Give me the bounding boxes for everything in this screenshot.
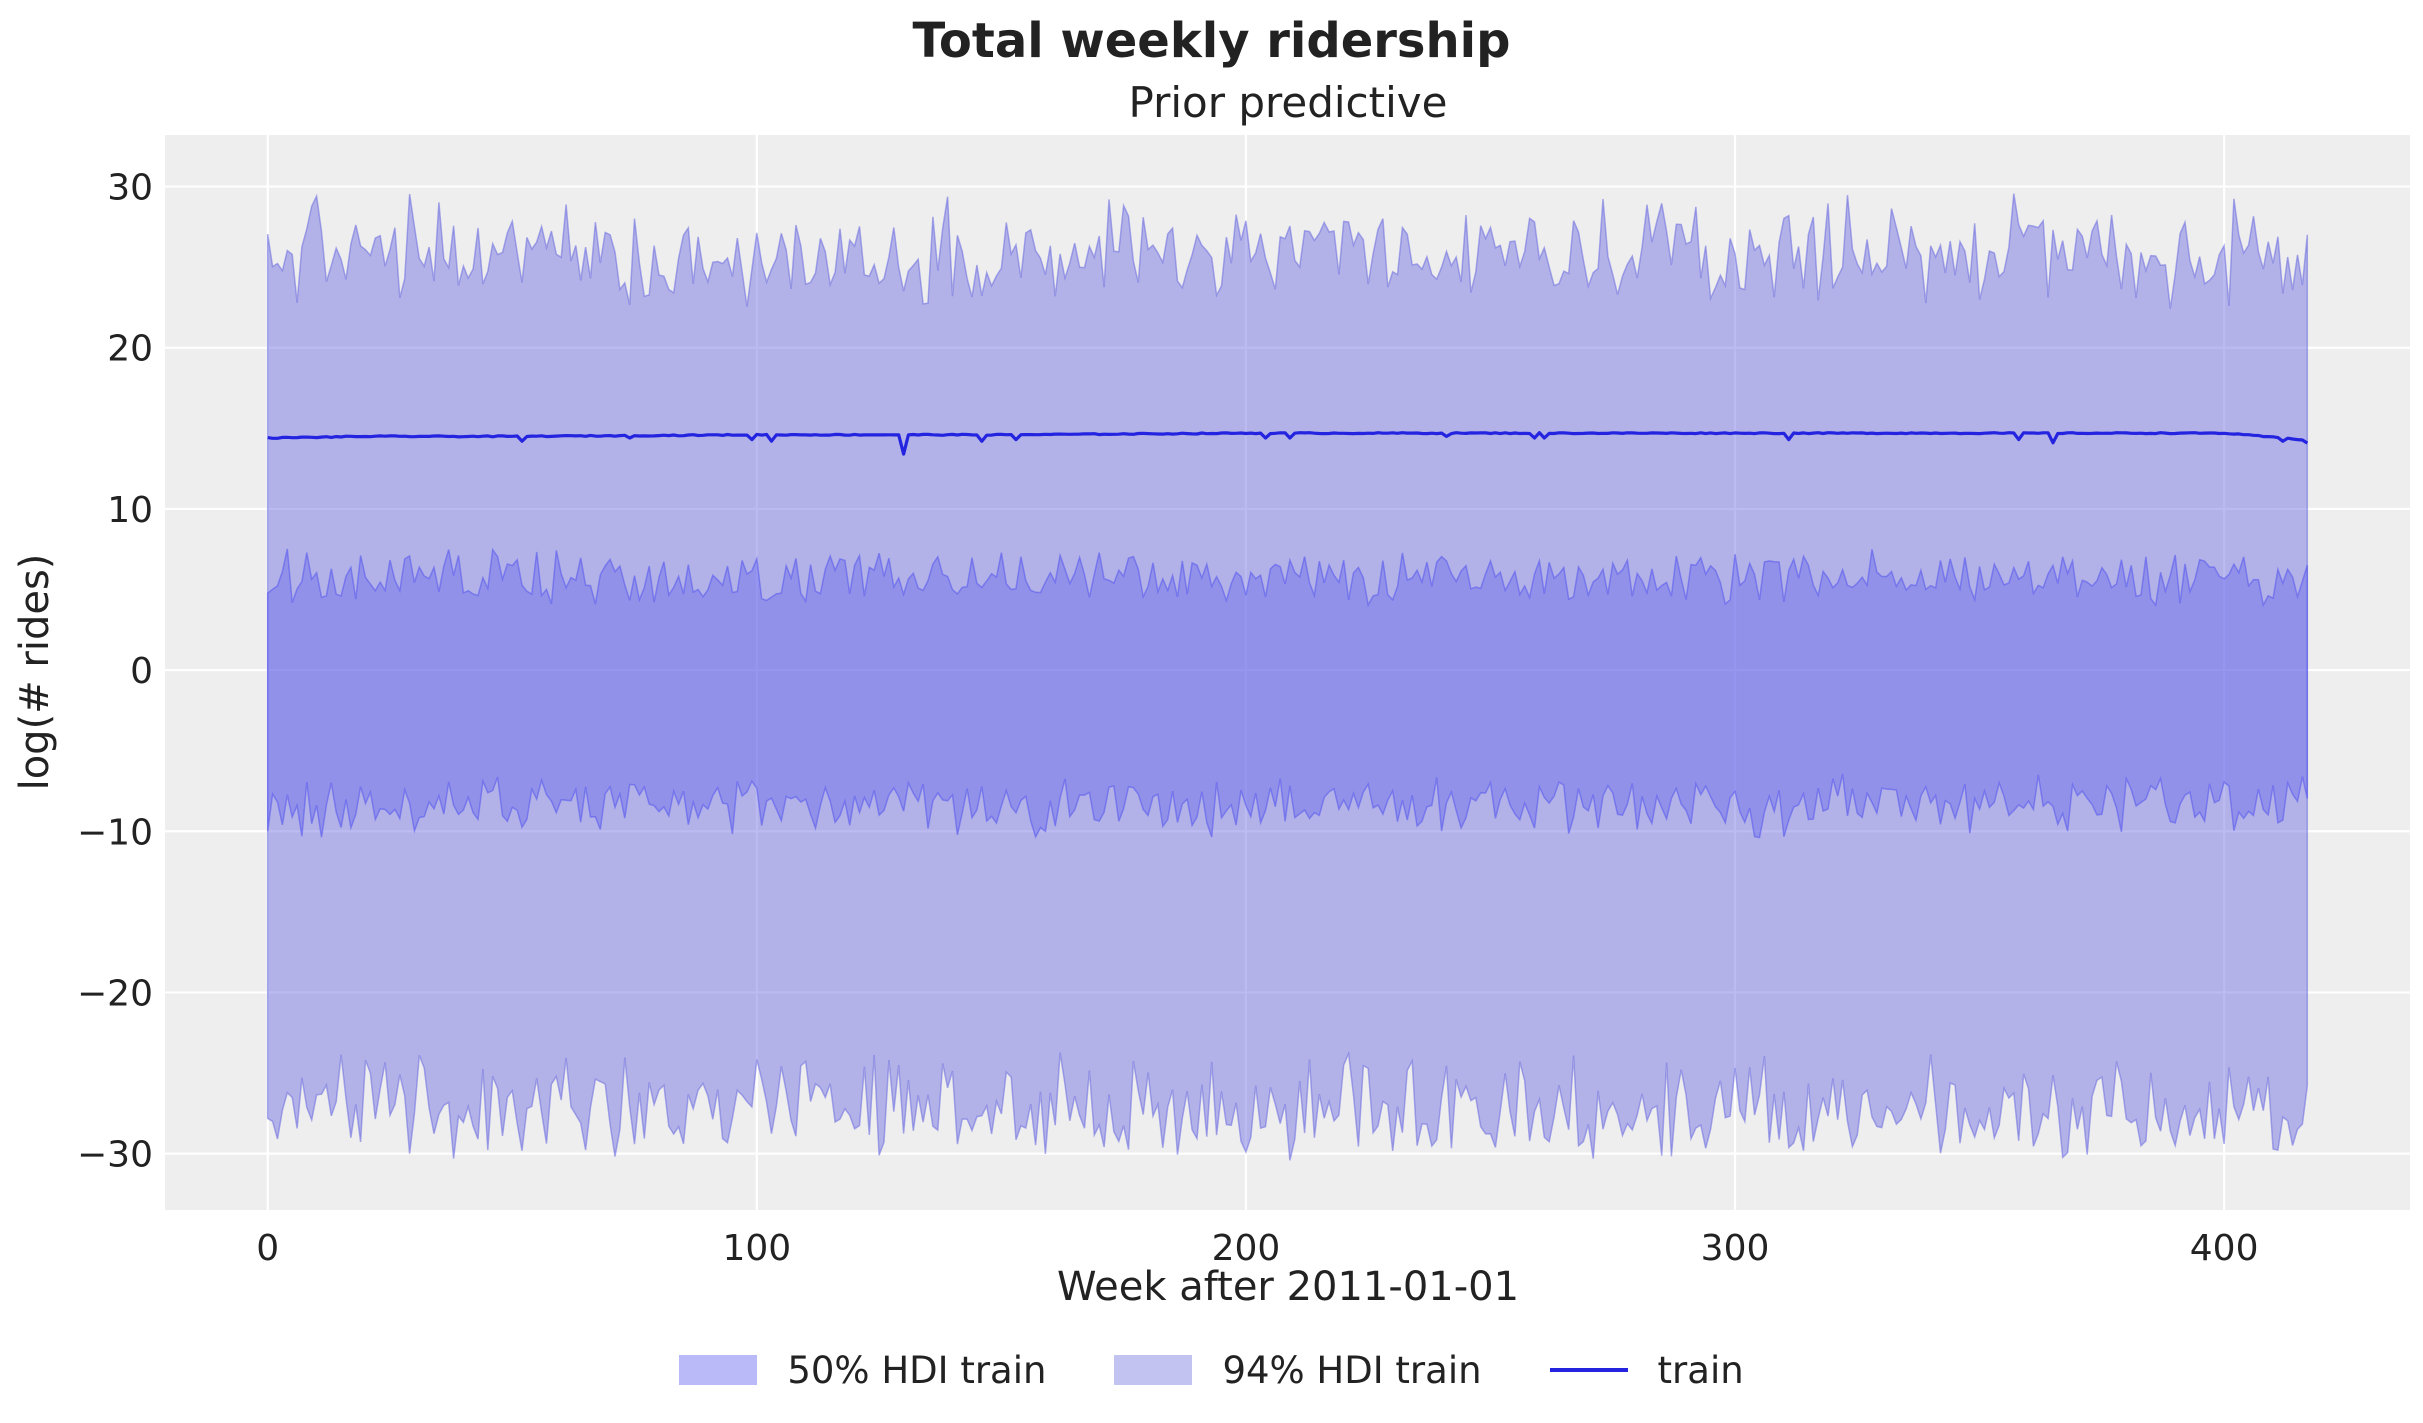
- x-axis-ticks: 0 100 200 300 400: [256, 1228, 2258, 1269]
- legend-swatch-train: [1549, 1368, 1628, 1372]
- plot-area: [165, 135, 2410, 1210]
- y-tick-label: −10: [77, 812, 153, 853]
- y-axis-label: log(# rides): [12, 554, 58, 791]
- x-tick-label: 0: [256, 1228, 279, 1269]
- y-tick-label: 30: [107, 168, 153, 209]
- legend-item-hdi-94: 94% HDI train: [1114, 1348, 1482, 1392]
- legend-item-hdi-50: 50% HDI train: [679, 1349, 1046, 1392]
- y-tick-label: 0: [130, 651, 153, 692]
- legend-item-train: train: [1549, 1348, 1744, 1392]
- x-axis-label: Week after 2011-01-01: [1057, 1264, 1519, 1310]
- x-tick-label: 400: [2190, 1228, 2259, 1269]
- figure-suptitle: Total weekly ridership: [912, 13, 1511, 69]
- y-tick-label: −20: [77, 973, 153, 1014]
- y-tick-label: 10: [107, 490, 153, 531]
- y-tick-label: 20: [107, 329, 153, 370]
- legend: 50% HDI train 94% HDI train train: [0, 1340, 2423, 1400]
- x-tick-label: 200: [1212, 1228, 1281, 1269]
- legend-swatch-hdi-50: [679, 1355, 758, 1385]
- y-tick-label: −30: [77, 1135, 153, 1176]
- train-line: [267, 431, 2309, 456]
- legend-label-hdi-50: 50% HDI train: [787, 1348, 1047, 1392]
- x-tick-label: 300: [1701, 1228, 1770, 1269]
- legend-label-hdi-94: 94% HDI train: [1222, 1348, 1482, 1392]
- x-tick-label: 100: [722, 1228, 791, 1269]
- axes-title: Prior predictive: [1129, 78, 1448, 127]
- legend-swatch-hdi-94: [1114, 1355, 1193, 1385]
- legend-label-train: train: [1657, 1348, 1744, 1392]
- hdi-50-band: [266, 547, 2309, 839]
- grid-lines: [165, 135, 2410, 1210]
- y-axis-ticks: −30 −20 −10 0 10 20 30: [77, 168, 153, 1176]
